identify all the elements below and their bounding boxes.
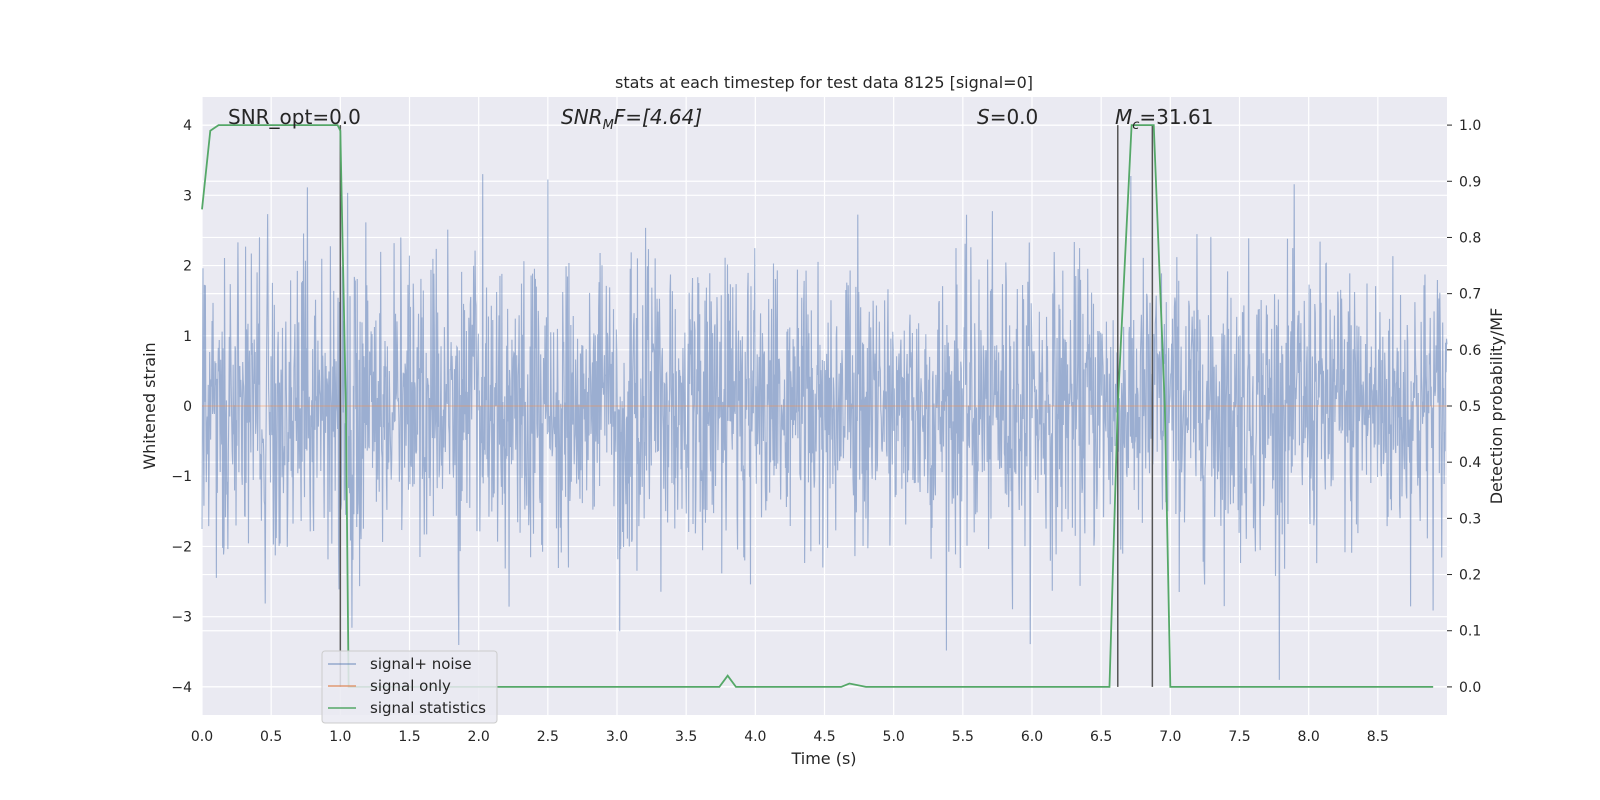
x-tick-label: 4.5 [813,729,835,745]
x-tick-label: 8.5 [1367,729,1389,745]
legend-label-signal-noise: signal+ noise [370,655,472,673]
y-tick-label: 0 [183,399,192,415]
annotation-s: S=0.0 [977,105,1038,129]
signal-noise-line [201,174,1448,680]
x-tick-label: 8.0 [1298,729,1320,745]
y-right-tick-label: 0.1 [1459,624,1481,640]
x-tick-label: 0.5 [260,729,282,745]
x-tick-label: 3.5 [675,729,697,745]
y-tick-label: −3 [171,610,192,626]
annotation-s-main: S [977,105,990,129]
legend-label-signal-statistics: signal statistics [370,699,486,717]
y-right-tick-label: 0.2 [1459,568,1481,584]
y-right-tick-label: 0.4 [1459,455,1481,471]
y-right-tick-label: 0.0 [1459,680,1481,696]
annotation-mc-main: M [1115,105,1132,129]
y-right-tick-label: 0.5 [1459,399,1481,415]
annotation-snr-mf-sub: M [603,118,614,133]
legend-box [321,650,498,724]
x-tick-label: 7.5 [1228,729,1250,745]
series-signal-statistics [201,124,1434,688]
annotation-snr-mf: SNRMF=[4.64] [561,105,702,133]
x-tick-label: 4.0 [744,729,766,745]
y-tick-label: −1 [171,469,192,485]
y-tick-label: 2 [183,259,192,275]
legend-label-signal-only: signal only [370,677,451,695]
x-tick-label: 6.0 [1021,729,1043,745]
chart-title: stats at each timestep for test data 812… [615,73,1033,92]
y-right-tick-label: 0.3 [1459,511,1481,527]
x-tick-label: 1.5 [398,729,420,745]
y-tick-label: 3 [183,188,192,204]
annotation-mc-rest: =31.61 [1139,105,1213,129]
x-tick-label: 2.0 [468,729,490,745]
y-right-tick-label: 0.6 [1459,343,1481,359]
y-axis-label: Whitened strain [140,342,159,469]
signal-statistics-line [201,124,1434,688]
x-tick-label: 5.0 [883,729,905,745]
x-tick-label: 6.5 [1090,729,1112,745]
annotation-s-rest: =0.0 [990,105,1039,129]
x-tick-label: 3.0 [606,729,628,745]
y-axis-right-label: Detection probability/MF [1487,308,1506,505]
y-tick-label: 1 [183,329,192,345]
y-right-tick-label: 0.7 [1459,287,1481,303]
x-tick-label: 2.5 [537,729,559,745]
y-right-tick-label: 1.0 [1459,118,1481,134]
x-tick-label: 1.0 [329,729,351,745]
y-tick-label: 4 [183,118,192,134]
tick-labels: 0.0 0.5 1.0 1.5 2.0 2.5 3.0 3.5 4.0 4.5 5.0 5.5 6.0 6… [171,118,1481,745]
annotation-snr-mf-main: SNR [561,105,603,129]
x-tick-label: 0.0 [191,729,213,745]
y-right-tick-label: 0.9 [1459,174,1481,190]
legend: signal+ noise signal only signal statist… [321,650,498,724]
y-right-tick-label: 0.8 [1459,230,1481,246]
y-tick-label: −2 [171,539,192,555]
x-axis-label: Time (s) [790,749,856,768]
series-signal-noise [201,174,1448,680]
x-tick-label: 7.0 [1159,729,1181,745]
x-tick-label: 5.5 [952,729,974,745]
annotation-snr-opt: SNR_opt=0.0 [228,105,361,129]
annotation-snr-mf-rest: F=[4.64] [614,105,702,129]
annotation-mc: Mc=31.61 [1115,105,1213,133]
annotation-mc-sub: c [1132,118,1139,133]
y-tick-label: −4 [171,680,192,696]
